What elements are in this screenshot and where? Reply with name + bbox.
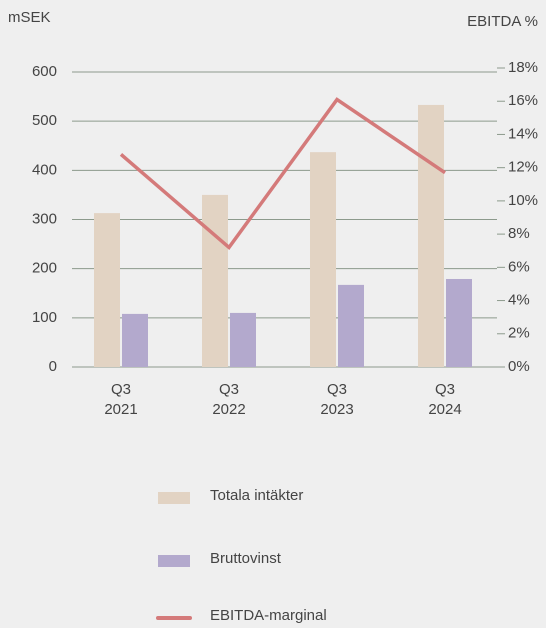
legend-swatch bbox=[158, 492, 190, 504]
bar bbox=[230, 312, 256, 367]
bar bbox=[94, 213, 120, 367]
line-series bbox=[119, 97, 446, 250]
y2-tick-label: 2% bbox=[508, 325, 530, 342]
bar bbox=[202, 194, 228, 367]
bar bbox=[446, 278, 472, 367]
bar bbox=[310, 152, 336, 367]
y2-tick-label: 4% bbox=[508, 292, 530, 309]
bar bbox=[122, 313, 148, 367]
y2-tick-label: 18% bbox=[508, 59, 538, 76]
y2-tick-label: 10% bbox=[508, 192, 538, 209]
legend-swatch bbox=[158, 555, 190, 567]
y-tick-label: 300 bbox=[32, 210, 57, 227]
bar bbox=[418, 104, 444, 368]
y-tick-label: 0 bbox=[49, 358, 57, 375]
y-tick-label: 200 bbox=[32, 260, 57, 277]
y2-tick-label: 0% bbox=[508, 358, 530, 375]
y-tick-label: 100 bbox=[32, 309, 57, 326]
x-tick-label: Q3 2021 bbox=[104, 381, 138, 418]
y2-tick-label: 12% bbox=[508, 159, 538, 176]
y2-axis-title: EBITDA % bbox=[467, 13, 538, 30]
y2-tick-label: 8% bbox=[508, 225, 530, 242]
y2-tick-label: 16% bbox=[508, 92, 538, 109]
legend-label: Totala intäkter bbox=[210, 487, 303, 504]
bar bbox=[338, 284, 364, 367]
x-tick-label: Q3 2024 bbox=[428, 381, 462, 418]
legend-label: Bruttovinst bbox=[210, 550, 282, 567]
y-tick-label: 400 bbox=[32, 161, 57, 178]
x-tick-label: Q3 2022 bbox=[212, 381, 246, 418]
y-tick-label: 600 bbox=[32, 63, 57, 80]
y2-tick-label: 6% bbox=[508, 258, 530, 275]
y2-tick-label: 14% bbox=[508, 125, 538, 142]
legend-label: EBITDA-marginal bbox=[210, 607, 327, 624]
y-tick-label: 500 bbox=[32, 112, 57, 129]
x-tick-label: Q3 2023 bbox=[320, 381, 354, 418]
y-axis-title: mSEK bbox=[8, 9, 51, 26]
